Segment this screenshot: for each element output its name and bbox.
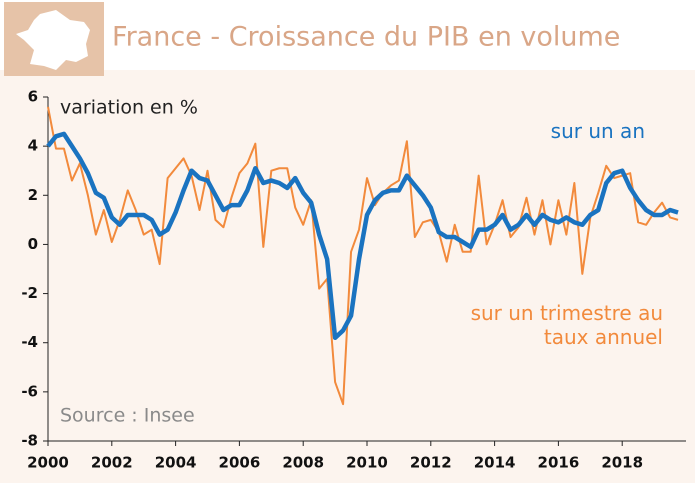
series-label: sur un trimestre au taux annuel xyxy=(470,301,663,349)
source-note: Source : Insee xyxy=(60,405,195,427)
y-tick-label: -4 xyxy=(21,333,38,351)
x-tick-label: 2000 xyxy=(27,454,69,472)
x-tick-label: 2006 xyxy=(219,454,261,472)
y-tick-label: 4 xyxy=(28,137,38,155)
y-tick-label: -8 xyxy=(21,432,38,450)
y-tick-label: 2 xyxy=(28,186,38,204)
map-icon xyxy=(16,10,90,70)
y-tick-label: 0 xyxy=(28,235,38,253)
x-tick-label: 2002 xyxy=(91,454,133,472)
y-axis-label: variation en % xyxy=(60,97,198,119)
series-label: sur un an xyxy=(550,119,645,143)
y-tick-label: 6 xyxy=(28,88,38,106)
plot-background xyxy=(0,70,695,483)
x-tick-label: 2016 xyxy=(538,454,580,472)
x-tick-label: 2014 xyxy=(474,454,516,472)
series-line xyxy=(46,131,679,341)
x-tick-label: 2010 xyxy=(346,454,388,472)
x-tick-label: 2018 xyxy=(601,454,643,472)
y-tick-label: -2 xyxy=(21,284,38,302)
y-tick-label: -6 xyxy=(21,382,38,400)
chart-title: France - Croissance du PIB en volume xyxy=(112,22,620,53)
x-tick-label: 2012 xyxy=(410,454,452,472)
series-line xyxy=(47,106,679,406)
x-tick-label: 2008 xyxy=(282,454,324,472)
x-tick-label: 2004 xyxy=(155,454,197,472)
